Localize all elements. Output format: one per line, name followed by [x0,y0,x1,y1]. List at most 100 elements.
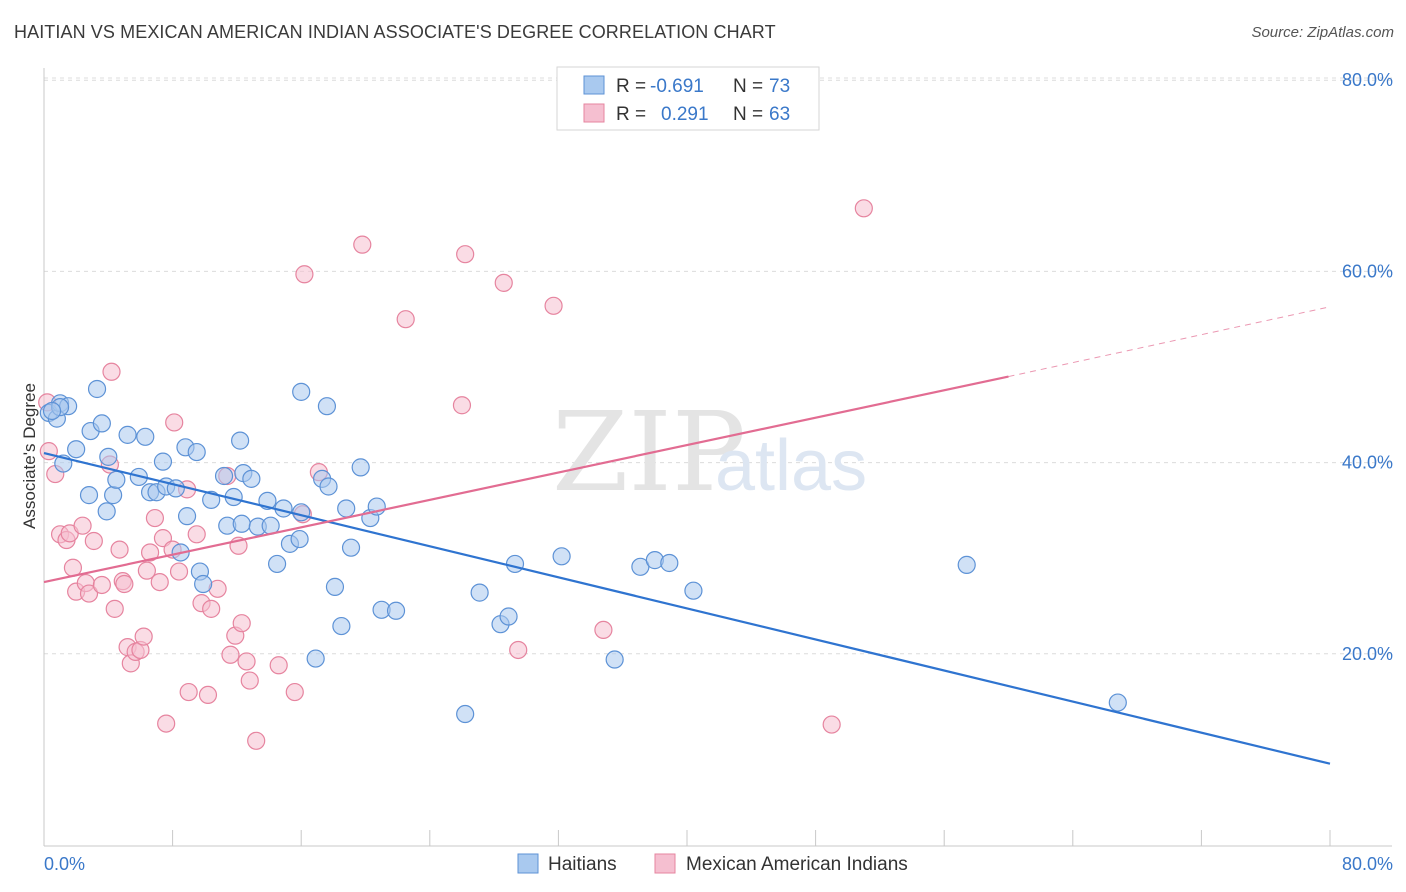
x-tick-label-1: 80.0% [1342,854,1393,874]
bottom-legend-haitians: Haitians [548,854,617,875]
haitians-point-17 [153,452,173,471]
mexican-american-indians-point-15 [105,599,124,618]
watermark-zip: ZIP [552,388,746,516]
mexican-american-indians-point-47 [247,731,266,750]
mexican-american-indians-point-45 [237,652,256,671]
correlation-legend: R = -0.691 N = 73 R = 0.291 N = 63 [556,66,820,131]
haitians-point-26 [214,466,234,486]
grid [44,77,1392,655]
mexican-american-indians-point-34 [179,682,198,702]
haitians-point-30 [231,431,250,450]
y-axis-label: Associate's Degree [20,383,39,529]
haitians-trend-line [43,451,1331,765]
haitians-point-44 [319,477,338,496]
mexican-american-indians-point-32 [169,562,189,581]
mexican-american-indians-point-53 [353,235,372,254]
bottom-legend-mexican-american-indians: Mexican American Indians [686,854,908,875]
haitians-point-10 [79,486,99,505]
legend-n-value-2: 63 [769,104,790,125]
y-tick-label-2: 60.0% [1342,261,1393,281]
bottom-legend-swatch-haitians [517,853,539,874]
haitians-point-42 [317,397,337,416]
mexican-american-indians-point-38 [202,599,221,618]
trend-lines [43,306,1331,765]
haitians-point-63 [552,547,571,566]
legend-r-label-1: R = [616,76,646,97]
haitians-point-72 [42,401,62,421]
haitians-point-68 [684,581,703,600]
haitians-point-61 [499,607,518,626]
legend-swatch-haitians [583,75,605,95]
mexican-american-indians-point-41 [221,645,240,664]
mexican-american-indians-point-1 [39,442,58,461]
mexican-american-indians-point-31 [165,413,184,432]
mexican-american-indians-point-49 [285,682,304,702]
haitians-point-8 [92,414,111,433]
legend-swatch-mexican-american-indians [583,103,605,123]
mexican-american-indians-point-51 [295,265,314,284]
mexican-american-indians-point-16 [110,540,129,559]
haitians-point-4 [87,379,107,399]
haitians-point-51 [194,574,213,594]
mexican-american-indians-point-11 [84,531,103,551]
watermark-atlas: atlas [715,426,867,506]
mexican-american-indians-point-29 [157,714,176,733]
legend-r-value-2: 0.291 [661,104,709,125]
mexican-american-indians-point-58 [509,640,528,660]
mexican-american-indians-trend-extension [1008,306,1331,378]
mexican-american-indians-point-18 [115,574,134,594]
source-label: Source: ZipAtlas.com [1251,24,1394,41]
mexican-american-indians-point-27 [150,572,169,592]
haitians-point-53 [325,577,345,596]
haitians-point-9 [99,447,118,466]
haitians-point-29 [232,514,251,533]
mexican-american-indians-point-62 [854,199,873,218]
mexican-american-indians-point-55 [452,396,472,415]
mexican-american-indians-point-57 [494,273,513,292]
haitians-point-69 [957,555,976,574]
mexican-american-indians-point-25 [140,543,160,562]
bottom-legend-swatch-mexican-american-indians [654,853,676,874]
haitians-point-39 [290,529,309,549]
haitians-point-62 [505,554,525,574]
y-tick-labels: 20.0% 40.0% 60.0% 80.0% [1342,70,1393,664]
haitians-point-14 [118,425,137,444]
y-tick-label-0: 20.0% [1342,644,1393,664]
x-tick-labels: 0.0% 80.0% [44,854,1393,874]
scatter-points [38,199,1127,750]
haitians-point-64 [605,650,624,669]
legend-r-label-2: R = [616,104,646,125]
mexican-american-indians-point-46 [240,671,259,690]
mexican-american-indians-point-6 [73,516,92,535]
mexican-american-indians-point-37 [198,685,218,705]
haitians-point-37 [292,503,311,522]
mexican-american-indians-point-10 [79,584,99,603]
haitians-point-32 [242,469,261,488]
haitians-point-11 [104,486,123,505]
legend-n-label-1: N = [733,76,763,97]
mexican-american-indians-point-24 [137,561,156,580]
mexican-american-indians-point-56 [456,245,475,264]
mexican-american-indians-point-54 [396,310,415,329]
haitians-point-45 [351,458,370,477]
mexican-american-indians-point-14 [102,362,121,381]
haitians-point-49 [341,538,361,557]
haitians-point-12 [107,470,126,489]
legend-r-value-1: -0.691 [650,76,704,97]
haitians-point-67 [660,553,679,573]
legend-n-value-1: 73 [769,76,790,97]
haitians-point-6 [67,440,86,459]
mexican-american-indians-point-48 [269,656,288,675]
watermark: ZIP atlas [552,388,867,516]
mexican-american-indians-point-44 [232,614,251,633]
mexican-american-indians-point-23 [134,627,153,646]
haitians-point-25 [202,490,221,509]
haitians-point-55 [306,649,325,668]
mexican-american-indians-point-12 [92,575,111,595]
y-tick-label-3: 80.0% [1342,70,1393,90]
series-legend: Haitians Mexican American Indians [517,853,908,875]
mexican-american-indians-point-26 [145,508,165,528]
haitians-point-23 [187,442,206,462]
mexican-american-indians-point-61 [822,715,841,734]
